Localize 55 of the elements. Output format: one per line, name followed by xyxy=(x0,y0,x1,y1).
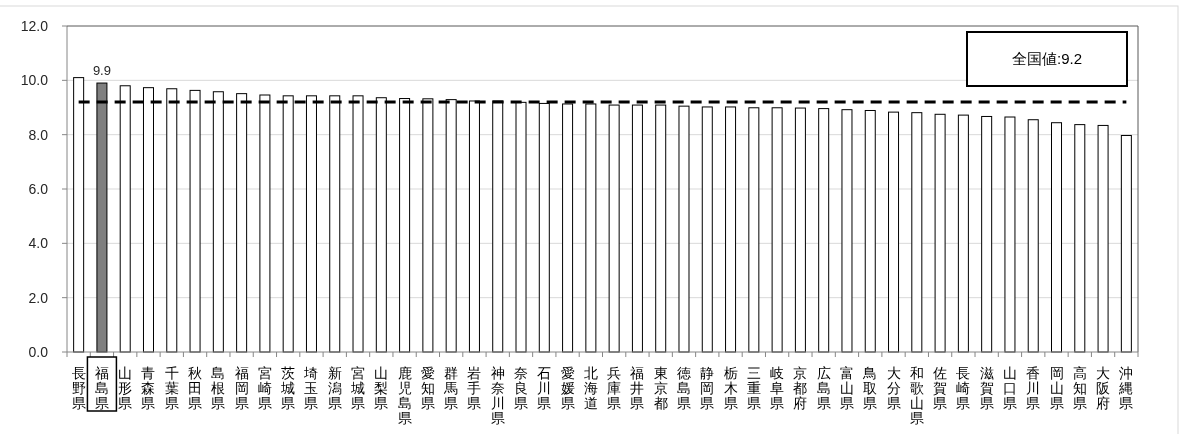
xtick-label: 兵庫県 xyxy=(607,365,622,411)
ytick-label: 12.0 xyxy=(20,18,48,34)
xtick-label: 新潟県 xyxy=(327,365,342,411)
xtick-label: 奈良県 xyxy=(514,365,528,411)
xtick-label: 東京都 xyxy=(653,365,668,411)
ytick-label: 6.0 xyxy=(28,181,48,197)
xtick-label: 岐阜県 xyxy=(770,365,785,411)
xtick-label: 栃木県 xyxy=(723,365,738,411)
xtick-label: 群馬県 xyxy=(444,365,459,411)
xtick-label: 富山県 xyxy=(839,365,854,411)
xtick-label: 長野県 xyxy=(71,365,86,411)
ytick-label: 8.0 xyxy=(28,126,48,143)
value-label: 9.9 xyxy=(92,63,111,79)
xtick-label: 鳥取県 xyxy=(863,365,878,411)
xtick-label: 高知県 xyxy=(1072,365,1087,411)
xtick-label: 滋賀県 xyxy=(979,365,994,411)
xtick-label: 岡山県 xyxy=(1049,365,1064,411)
xtick-label: 長崎県 xyxy=(956,365,971,411)
xtick-label: 青森県 xyxy=(141,365,156,411)
ytick-label: 0.0 xyxy=(28,344,48,360)
xtick-label: 神奈川県 xyxy=(490,365,505,426)
xtick-label: 秋田県 xyxy=(188,365,203,411)
xtick-label: 香川県 xyxy=(1026,365,1041,411)
xtick-label: 三重県 xyxy=(746,365,761,411)
xtick-label: 宮城県 xyxy=(351,365,366,411)
xtick-label: 広島県 xyxy=(816,365,831,411)
xtick-label: 大阪府 xyxy=(1096,365,1111,411)
ytick-label: 10.0 xyxy=(20,72,48,89)
xtick-label: 福島県 xyxy=(94,365,109,411)
xtick-label: 千葉県 xyxy=(164,365,179,411)
ytick-label: 2.0 xyxy=(28,289,48,306)
xtick-label: 茨城県 xyxy=(281,365,296,411)
xtick-label: 徳島県 xyxy=(677,365,691,411)
xtick-label: 宮崎県 xyxy=(257,365,272,411)
xtick-label: 山形県 xyxy=(118,365,133,411)
xtick-label: 鹿児島県 xyxy=(397,365,412,426)
xtick-label: 島根県 xyxy=(211,365,226,411)
xtick-label: 愛媛県 xyxy=(560,365,575,411)
xtick-label: 静岡県 xyxy=(700,365,715,411)
xtick-label: 山梨県 xyxy=(374,365,389,411)
xtick-label: 石川県 xyxy=(537,365,552,411)
xtick-label: 福岡県 xyxy=(234,365,249,411)
ref-line-label: 全国値:9.2 xyxy=(1012,50,1082,67)
xtick-label: 沖縄県 xyxy=(1119,365,1134,411)
xtick-label: 和歌山県 xyxy=(909,365,924,426)
xtick-label: 岩手県 xyxy=(467,365,482,411)
xtick-label: 京都府 xyxy=(793,365,808,411)
xtick-label: 北海道 xyxy=(583,365,598,411)
xtick-label: 愛知県 xyxy=(420,365,435,411)
ytick-label: 4.0 xyxy=(28,235,48,252)
xtick-label: 埼玉県 xyxy=(304,365,319,411)
xtick-label: 福井県 xyxy=(630,365,645,411)
xtick-label: 大分県 xyxy=(886,365,901,411)
xtick-label: 佐賀県 xyxy=(933,365,948,411)
xtick-label: 山口県 xyxy=(1002,365,1017,411)
